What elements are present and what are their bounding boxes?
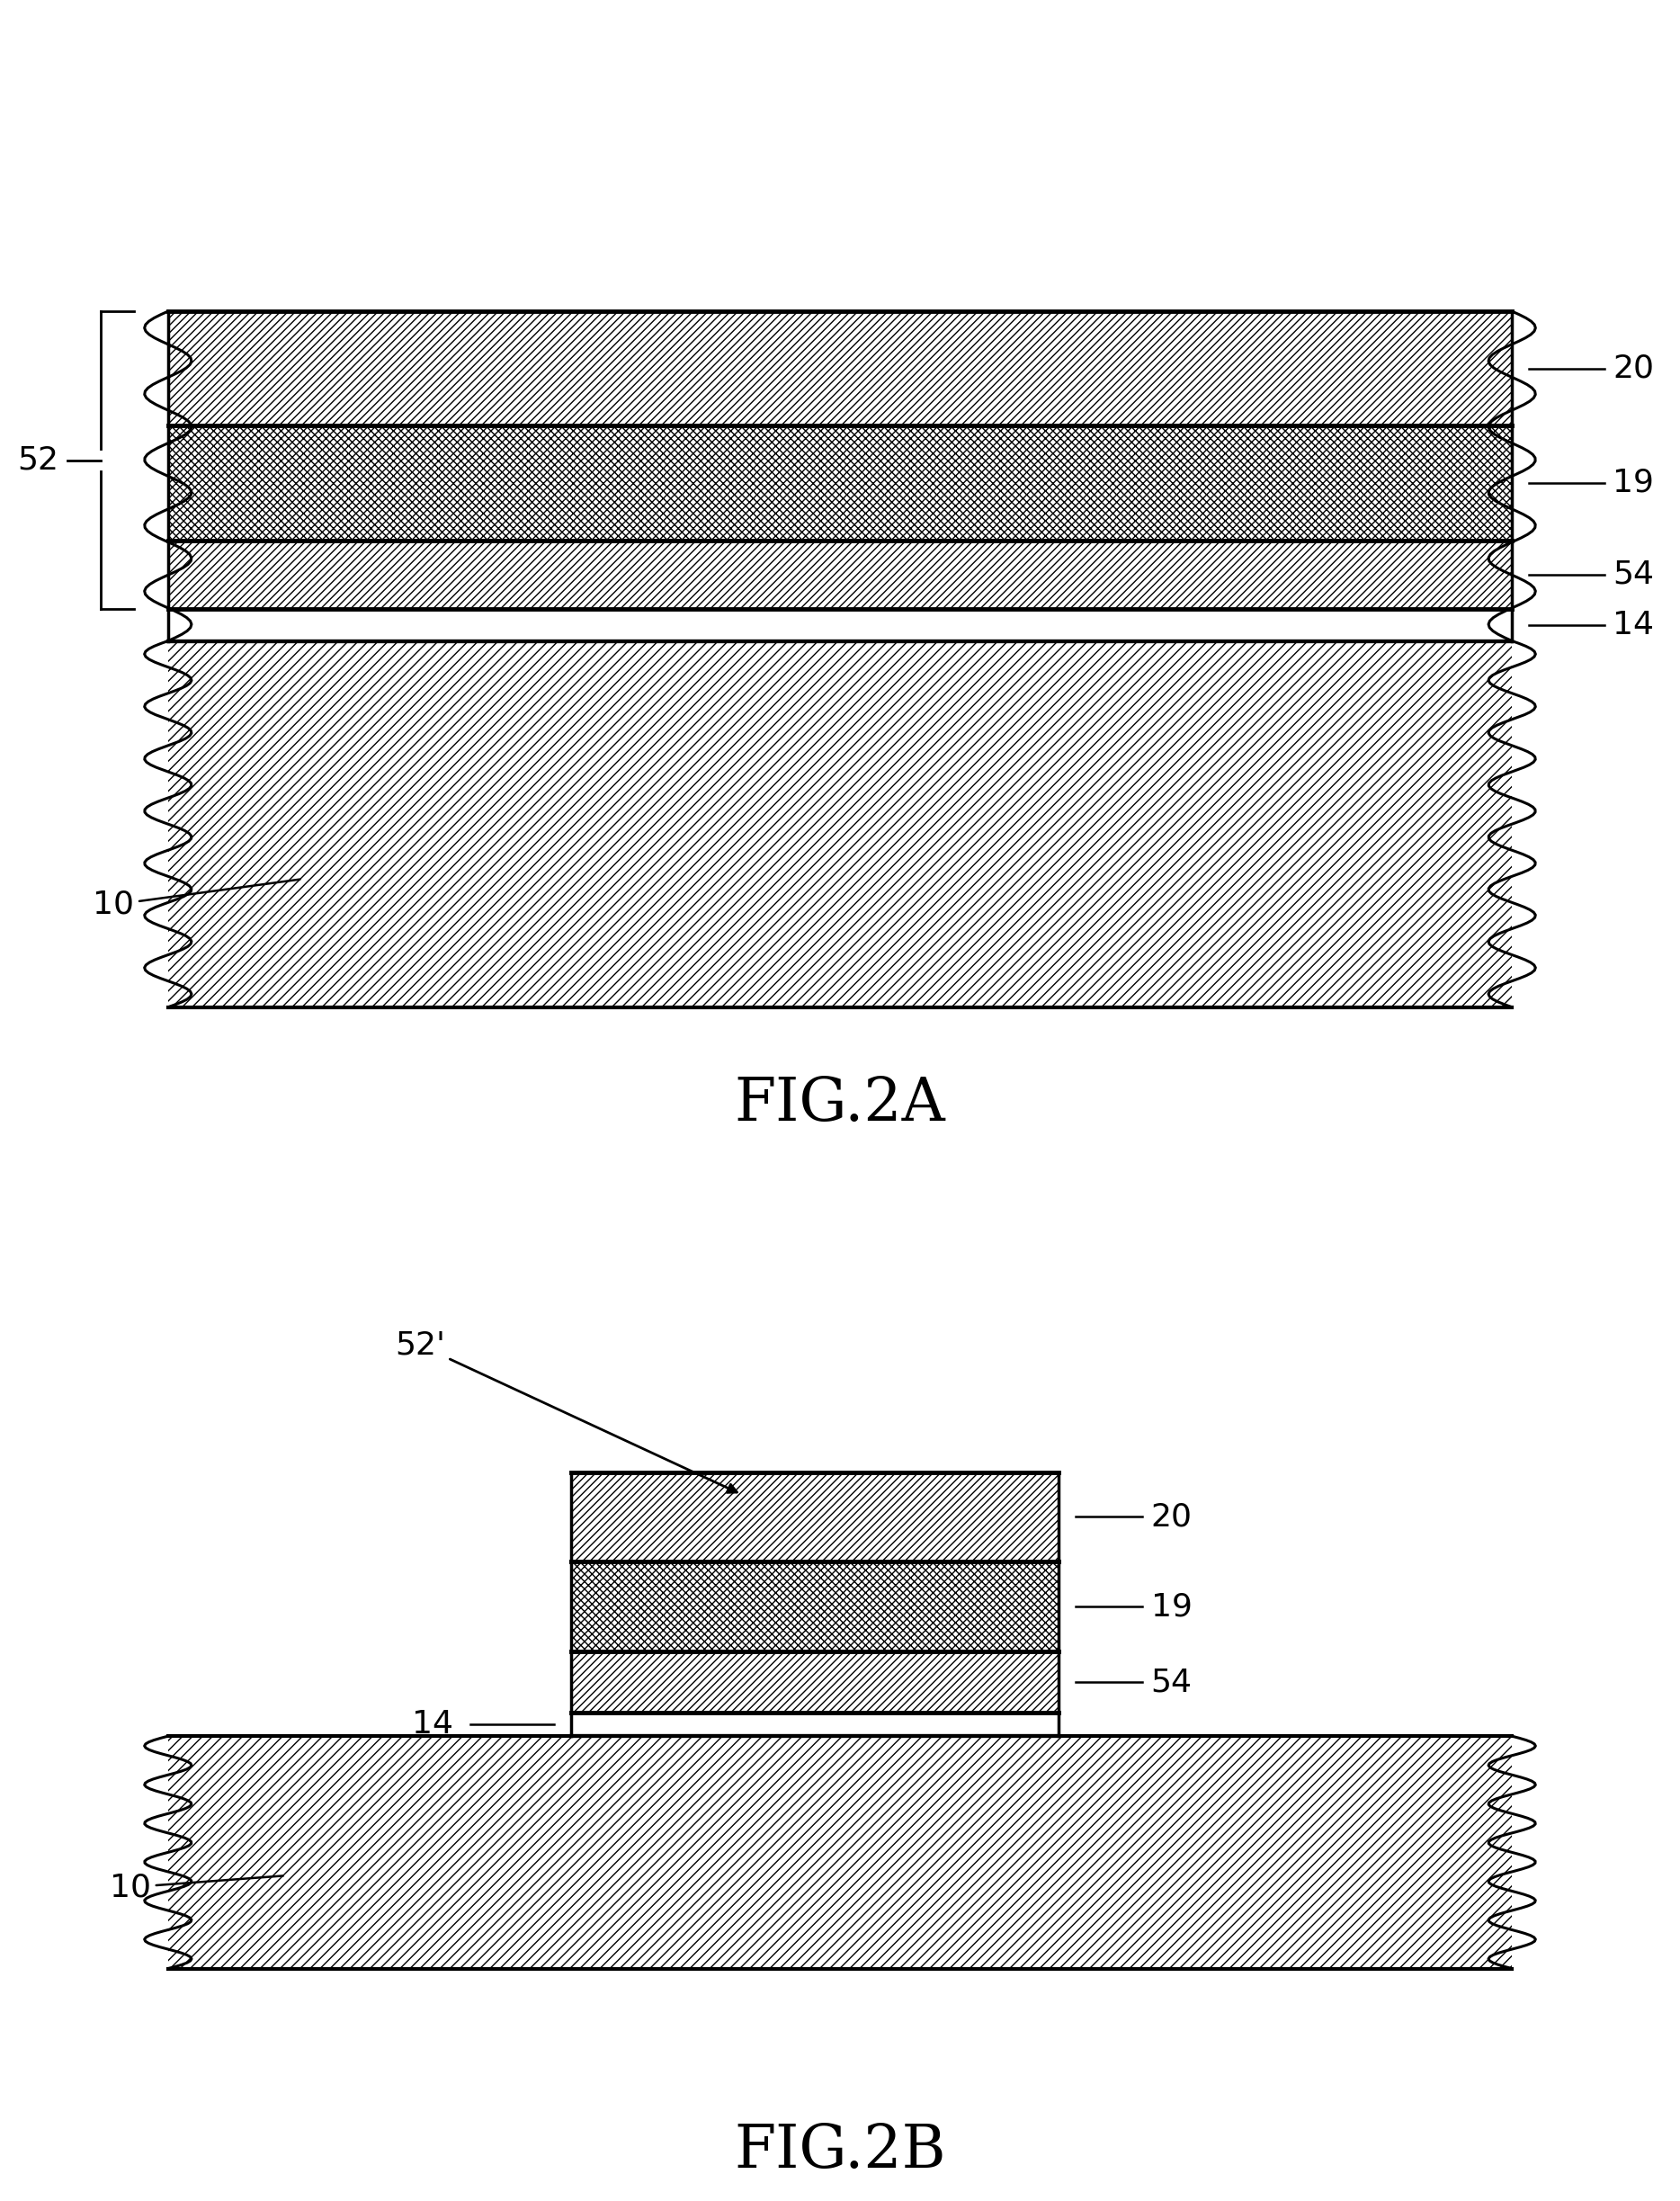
Bar [571, 1472, 1058, 1563]
Bar [571, 1563, 1058, 1651]
Text: 14: 14 [1613, 610, 1655, 640]
Text: 54: 54 [1151, 1666, 1193, 1697]
Text: 20: 20 [1151, 1501, 1193, 1532]
Bar [168, 310, 1512, 425]
Bar [168, 640, 1512, 1008]
Bar [571, 1651, 1058, 1712]
Text: 19: 19 [1613, 467, 1655, 497]
Bar [571, 1712, 1058, 1737]
Text: 54: 54 [1613, 559, 1655, 590]
Text: 14: 14 [412, 1710, 454, 1739]
Bar [168, 425, 1512, 539]
Text: 20: 20 [1613, 352, 1655, 383]
Text: FIG.2B: FIG.2B [734, 2122, 946, 2179]
Text: 10: 10 [109, 1871, 284, 1902]
Bar [168, 539, 1512, 610]
Bar [168, 1737, 1512, 1968]
Bar [168, 610, 1512, 640]
Text: 52: 52 [17, 445, 59, 475]
Text: 52': 52' [395, 1329, 738, 1492]
Text: 19: 19 [1151, 1591, 1193, 1622]
Text: FIG.2A: FIG.2A [734, 1074, 946, 1134]
Text: 10: 10 [92, 880, 301, 920]
